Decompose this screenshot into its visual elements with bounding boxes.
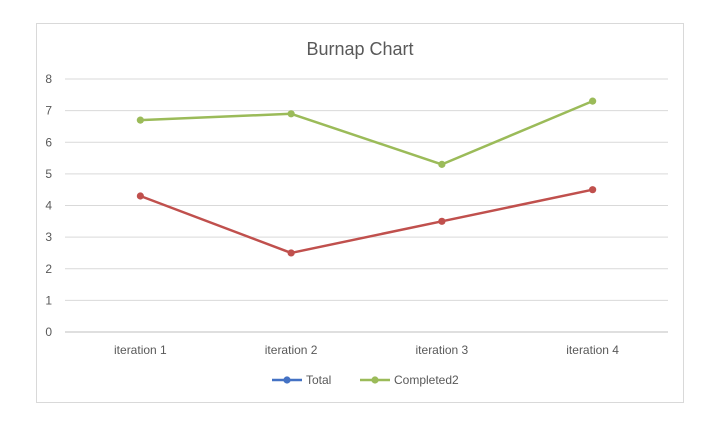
legend-label-total: Total — [306, 373, 331, 387]
y-tick-label: 7 — [45, 104, 52, 118]
gridlines — [65, 78, 668, 333]
y-axis-ticks: 0 1 2 3 4 5 6 7 8 — [45, 72, 52, 339]
legend-marker-completed2 — [371, 376, 379, 384]
y-tick-label: 3 — [45, 230, 52, 244]
legend: Total Completed2 — [272, 373, 459, 387]
y-tick-label: 5 — [45, 167, 52, 181]
y-tick-label: 6 — [45, 135, 52, 149]
series-line-completed2 — [140, 99, 594, 166]
data-point-completed2 — [589, 97, 597, 105]
chart-frame — [36, 23, 684, 403]
data-point-total — [438, 217, 446, 225]
chart-title: Burnap Chart — [306, 39, 413, 59]
x-axis-ticks: iteration 1 iteration 2 iteration 3 iterati… — [114, 343, 619, 357]
series-lines — [136, 97, 597, 257]
y-tick-label: 0 — [45, 325, 52, 339]
y-tick-label: 8 — [45, 72, 52, 86]
legend-label-completed2: Completed2 — [394, 373, 459, 387]
x-tick-label: iteration 1 — [114, 343, 167, 357]
series-line-total — [139, 188, 593, 255]
data-point-total — [287, 249, 295, 257]
x-tick-label: iteration 4 — [566, 343, 619, 357]
y-tick-label: 2 — [45, 262, 52, 276]
y-tick-label: 1 — [45, 293, 52, 307]
data-point-completed2 — [136, 116, 144, 124]
data-point-total — [136, 192, 144, 200]
data-point-completed2 — [287, 110, 295, 118]
x-tick-label: iteration 3 — [416, 343, 469, 357]
data-point-completed2 — [438, 160, 446, 168]
y-tick-label: 4 — [45, 199, 52, 213]
x-tick-label: iteration 2 — [265, 343, 318, 357]
legend-marker-total — [283, 376, 291, 384]
data-point-total — [589, 186, 597, 194]
